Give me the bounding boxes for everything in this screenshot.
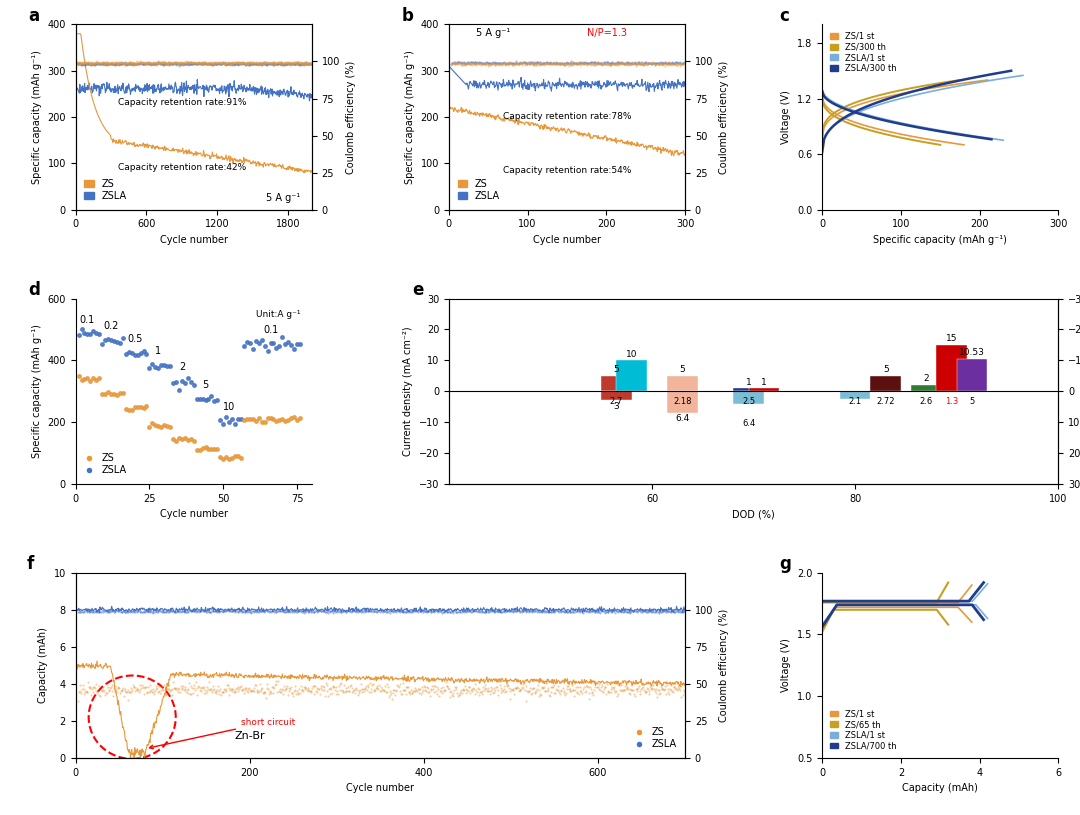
Y-axis label: Specific capacity (mAh g⁻¹): Specific capacity (mAh g⁻¹) — [31, 324, 42, 458]
Text: 2.5: 2.5 — [742, 398, 755, 407]
Text: 5: 5 — [970, 398, 974, 407]
Text: Unit:A g⁻¹: Unit:A g⁻¹ — [256, 311, 300, 319]
Y-axis label: Coulomb efficiency (%): Coulomb efficiency (%) — [719, 609, 729, 722]
Text: c: c — [780, 7, 789, 24]
Bar — [748, 388, 779, 391]
Y-axis label: Voltage (V): Voltage (V) — [782, 638, 792, 692]
Y-axis label: Coulomb efficiency (%): Coulomb efficiency (%) — [346, 60, 355, 174]
Text: 2.7: 2.7 — [610, 398, 623, 407]
Text: Capacity retention rate:78%: Capacity retention rate:78% — [503, 112, 631, 121]
Text: 2.72: 2.72 — [877, 398, 895, 407]
Y-axis label: Current density (mA cm⁻²): Current density (mA cm⁻²) — [403, 326, 413, 456]
Text: b: b — [402, 7, 414, 24]
Legend: ZS, ZSLA: ZS, ZSLA — [454, 175, 504, 205]
Text: 5: 5 — [202, 380, 208, 390]
Y-axis label: Capacity (mAh): Capacity (mAh) — [38, 628, 49, 703]
Text: 6.4: 6.4 — [742, 419, 755, 428]
Legend: ZS/1 st, ZS/300 th, ZSLA/1 st, ZSLA/300 th: ZS/1 st, ZS/300 th, ZSLA/1 st, ZSLA/300 … — [826, 29, 900, 77]
Text: 10: 10 — [224, 402, 235, 412]
Text: 5: 5 — [882, 365, 889, 374]
X-axis label: Specific capacity (mAh g⁻¹): Specific capacity (mAh g⁻¹) — [874, 235, 1008, 245]
Text: 15: 15 — [946, 334, 958, 343]
Text: 10: 10 — [626, 350, 637, 359]
X-axis label: Cycle number: Cycle number — [160, 509, 228, 519]
Text: Capacity retention rate:42%: Capacity retention rate:42% — [118, 163, 246, 172]
Text: 6.4: 6.4 — [675, 414, 690, 423]
Bar — [936, 345, 967, 391]
Text: 1.3: 1.3 — [945, 398, 958, 407]
Text: d: d — [28, 281, 40, 299]
Text: 5: 5 — [679, 365, 686, 374]
X-axis label: Cycle number: Cycle number — [347, 783, 415, 793]
Bar — [667, 391, 698, 413]
Legend: ZS, ZSLA: ZS, ZSLA — [81, 449, 131, 479]
Text: 2: 2 — [179, 362, 185, 372]
Text: 5 A g⁻¹: 5 A g⁻¹ — [266, 193, 300, 203]
Text: 2.6: 2.6 — [920, 398, 933, 407]
Bar — [617, 360, 647, 391]
X-axis label: DOD (%): DOD (%) — [732, 509, 775, 519]
Bar — [667, 376, 698, 391]
Text: short circuit: short circuit — [149, 718, 295, 749]
Y-axis label: Voltage (V): Voltage (V) — [782, 90, 792, 144]
Bar — [912, 385, 942, 391]
Text: 0.1: 0.1 — [262, 324, 279, 334]
Bar — [602, 376, 632, 391]
Y-axis label: Specific capacity (mAh g⁻¹): Specific capacity (mAh g⁻¹) — [31, 51, 42, 184]
Text: 5 A g⁻¹: 5 A g⁻¹ — [476, 28, 511, 38]
Legend: ZS, ZSLA: ZS, ZSLA — [630, 724, 680, 753]
Text: 2.1: 2.1 — [849, 398, 862, 407]
Text: 1: 1 — [745, 377, 752, 386]
Text: 0.2: 0.2 — [104, 321, 119, 332]
Text: 0.5: 0.5 — [127, 334, 143, 344]
Text: 1: 1 — [761, 377, 767, 386]
Text: 2: 2 — [923, 374, 929, 384]
Text: N/P=1.3: N/P=1.3 — [586, 28, 626, 38]
Y-axis label: Specific capacity (mAh g⁻¹): Specific capacity (mAh g⁻¹) — [405, 51, 415, 184]
Text: 3: 3 — [613, 402, 619, 411]
Bar — [733, 391, 764, 403]
Text: 0.1: 0.1 — [80, 315, 95, 325]
Bar — [957, 359, 987, 391]
Legend: ZS, ZSLA: ZS, ZSLA — [81, 175, 131, 205]
Text: 10.53: 10.53 — [959, 348, 985, 357]
Text: Capacity retention rate:91%: Capacity retention rate:91% — [118, 99, 246, 108]
Text: f: f — [27, 555, 35, 573]
Bar — [733, 388, 764, 391]
X-axis label: Cycle number: Cycle number — [534, 235, 600, 245]
X-axis label: Capacity (mAh): Capacity (mAh) — [902, 783, 978, 793]
Text: 1: 1 — [156, 346, 161, 356]
Text: 2.18: 2.18 — [673, 398, 692, 407]
Text: a: a — [28, 7, 40, 24]
Text: Zn-Br: Zn-Br — [234, 731, 265, 742]
Bar — [870, 376, 901, 391]
Y-axis label: Coulomb efficiency (%): Coulomb efficiency (%) — [719, 60, 729, 174]
Text: e: e — [413, 281, 423, 299]
X-axis label: Cycle number: Cycle number — [160, 235, 228, 245]
Text: g: g — [780, 555, 792, 573]
Text: Capacity retention rate:54%: Capacity retention rate:54% — [503, 165, 631, 174]
Bar — [602, 391, 632, 400]
Legend: ZS/1 st, ZS/65 th, ZSLA/1 st, ZSLA/700 th: ZS/1 st, ZS/65 th, ZSLA/1 st, ZSLA/700 t… — [826, 706, 900, 754]
Text: 5: 5 — [613, 365, 619, 374]
Bar — [840, 391, 870, 399]
